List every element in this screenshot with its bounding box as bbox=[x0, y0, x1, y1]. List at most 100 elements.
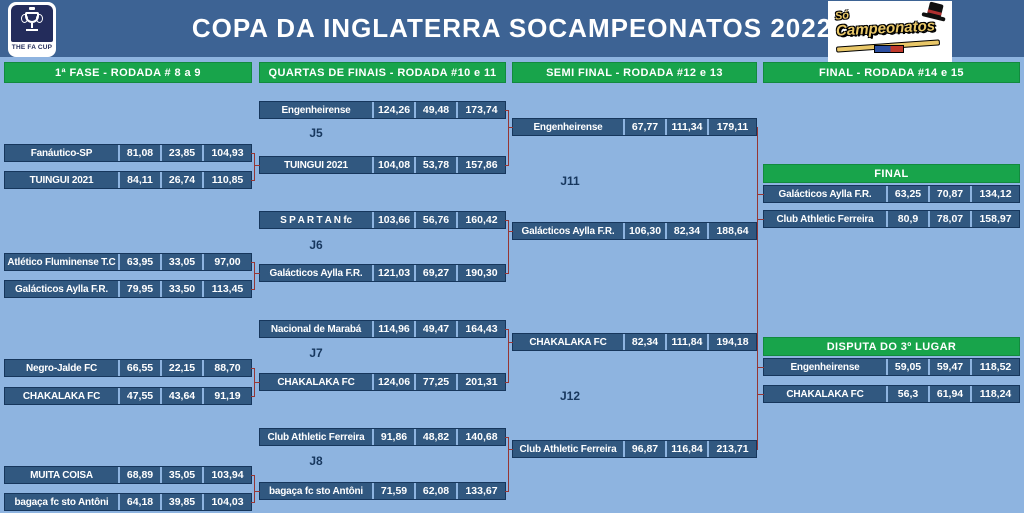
team-name: Atlético Fluminense T.C bbox=[7, 256, 116, 268]
bracket-connector bbox=[505, 491, 509, 492]
score-total: 88,70 bbox=[202, 360, 251, 376]
bracket-connector bbox=[505, 273, 509, 274]
bracket-connector bbox=[254, 475, 255, 503]
team-name: CHAKALAKA FC bbox=[277, 376, 355, 388]
score-game1: 63,25 bbox=[886, 186, 928, 202]
team-row-tuingui-qf: TUINGUI 2021 104,08 53,78 157,86 bbox=[259, 156, 506, 174]
score-total: 188,64 bbox=[707, 223, 756, 239]
bracket-connector bbox=[255, 382, 260, 383]
fa-cup-logo-text: THE FA CUP bbox=[11, 44, 53, 51]
team-row-nacional-qf: Nacional de Marabá 114,96 49,47 164,43 bbox=[259, 320, 506, 338]
bracket-connector bbox=[505, 220, 509, 221]
bracket-connector bbox=[509, 231, 513, 232]
score-total: 133,67 bbox=[456, 483, 505, 499]
score-total: 104,03 bbox=[202, 494, 251, 510]
team-row-engenheirense-qf: Engenheirense 124,26 49,48 173,74 bbox=[259, 101, 506, 119]
team-name: TUINGUI 2021 bbox=[29, 174, 94, 186]
bracket-connector bbox=[758, 219, 764, 220]
fa-cup-crest-icon bbox=[11, 5, 53, 42]
match-label-j8: J8 bbox=[309, 454, 323, 468]
team-name: Nacional de Marabá bbox=[270, 323, 362, 335]
score-game1: 47,55 bbox=[118, 388, 160, 404]
match-label-j11: J11 bbox=[560, 174, 580, 188]
score-game1: 63,95 bbox=[118, 254, 160, 270]
team-name: bagaça fc sto Antôni bbox=[269, 485, 363, 497]
score-game2: 82,34 bbox=[665, 223, 707, 239]
team-row-bagaca-qf: bagaça fc sto Antôni 71,59 62,08 133,67 bbox=[259, 482, 506, 500]
team-name: Galácticos Aylla F.R. bbox=[15, 283, 108, 295]
bracket-connector bbox=[508, 220, 509, 274]
match-label-j5: J5 bbox=[309, 126, 323, 140]
score-game2: 22,15 bbox=[160, 360, 202, 376]
score-total: 157,86 bbox=[456, 157, 505, 173]
team-name: TUINGUI 2021 bbox=[284, 159, 348, 171]
team-row-engenheirense-sf: Engenheirense 67,77 111,34 179,11 bbox=[512, 118, 757, 136]
bracket-connector bbox=[254, 153, 255, 181]
team-row-negro-jalde: Negro-Jalde FC 66,55 22,15 88,70 bbox=[4, 359, 252, 377]
bracket-connector bbox=[758, 194, 764, 195]
team-name: Engenheirense bbox=[790, 361, 860, 373]
score-total: 118,52 bbox=[970, 359, 1019, 375]
score-total: 179,11 bbox=[707, 119, 756, 135]
bracket-connector bbox=[505, 382, 509, 383]
team-name: Fanáutico-SP bbox=[30, 147, 93, 159]
bracket-connector bbox=[254, 262, 255, 290]
score-game2: 111,34 bbox=[665, 119, 707, 135]
score-total: 201,31 bbox=[456, 374, 505, 390]
score-game2: 56,76 bbox=[414, 212, 456, 228]
bracket-connector bbox=[251, 502, 255, 503]
score-game2: 77,25 bbox=[414, 374, 456, 390]
team-name: Galácticos Aylla F.R. bbox=[521, 225, 615, 237]
team-row-club-athletic-qf: Club Athletic Ferreira 91,86 48,82 140,6… bbox=[259, 428, 506, 446]
team-row-galacticos-sf: Galácticos Aylla F.R. 106,30 82,34 188,6… bbox=[512, 222, 757, 240]
bracket-connector bbox=[758, 367, 764, 368]
score-game2: 26,74 bbox=[160, 172, 202, 188]
score-game2: 61,94 bbox=[928, 386, 970, 402]
bracket-connector bbox=[757, 127, 758, 450]
score-game2: 43,64 bbox=[160, 388, 202, 404]
bracket-connector bbox=[251, 180, 255, 181]
team-row-spartan-qf: S P A R T A N fc 103,66 56,76 160,42 bbox=[259, 211, 506, 229]
team-row-club-athletic-final: Club Athletic Ferreira 80,9 78,07 158,97 bbox=[763, 210, 1020, 228]
score-total: 173,74 bbox=[456, 102, 505, 118]
team-name: bagaça fc sto Antôni bbox=[14, 496, 109, 508]
bracket-connector bbox=[255, 491, 260, 492]
team-row-chakalaka-qf: CHAKALAKA FC 124,06 77,25 201,31 bbox=[259, 373, 506, 391]
score-game2: 39,85 bbox=[160, 494, 202, 510]
bracket-connector bbox=[251, 368, 255, 369]
score-total: 158,97 bbox=[970, 211, 1019, 227]
bracket-connector bbox=[509, 449, 513, 450]
bracket-connector bbox=[254, 368, 255, 397]
round-header-quartas: QUARTAS DE FINAIS - RODADA #10 e 11 bbox=[259, 62, 506, 83]
score-game2: 78,07 bbox=[928, 211, 970, 227]
score-game2: 33,50 bbox=[160, 281, 202, 297]
score-total: 140,68 bbox=[456, 429, 505, 445]
team-name: CHAKALAKA FC bbox=[786, 388, 864, 400]
team-name: Engenheirense bbox=[281, 104, 351, 116]
team-row-tuingui: TUINGUI 2021 84,11 26,74 110,85 bbox=[4, 171, 252, 189]
score-total: 97,00 bbox=[202, 254, 251, 270]
bracket-connector bbox=[251, 289, 255, 290]
team-name: Club Athletic Ferreira bbox=[776, 213, 874, 225]
score-game2: 59,47 bbox=[928, 359, 970, 375]
bracket-connector bbox=[251, 475, 255, 476]
score-game1: 121,03 bbox=[372, 265, 414, 281]
score-game1: 103,66 bbox=[372, 212, 414, 228]
score-game1: 124,26 bbox=[372, 102, 414, 118]
score-total: 104,93 bbox=[202, 145, 251, 161]
team-name: MUITA COISA bbox=[30, 469, 93, 481]
score-game2: 69,27 bbox=[414, 265, 456, 281]
score-game1: 82,34 bbox=[623, 334, 665, 350]
so-campeonatos-logo-text: Campeonatos bbox=[835, 17, 936, 40]
score-game2: 111,84 bbox=[665, 334, 707, 350]
team-row-atletico-fluminense: Atlético Fluminense T.C 63,95 33,05 97,0… bbox=[4, 253, 252, 271]
team-row-chakalaka: CHAKALAKA FC 47,55 43,64 91,19 bbox=[4, 387, 252, 405]
score-total: 118,24 bbox=[970, 386, 1019, 402]
bracket-connector bbox=[509, 127, 513, 128]
score-game2: 49,47 bbox=[414, 321, 456, 337]
score-game2: 49,48 bbox=[414, 102, 456, 118]
match-label-j6: J6 bbox=[309, 238, 323, 252]
score-game1: 96,87 bbox=[623, 441, 665, 457]
bracket-connector bbox=[505, 165, 509, 166]
team-name: Galácticos Aylla F.R. bbox=[269, 267, 363, 279]
